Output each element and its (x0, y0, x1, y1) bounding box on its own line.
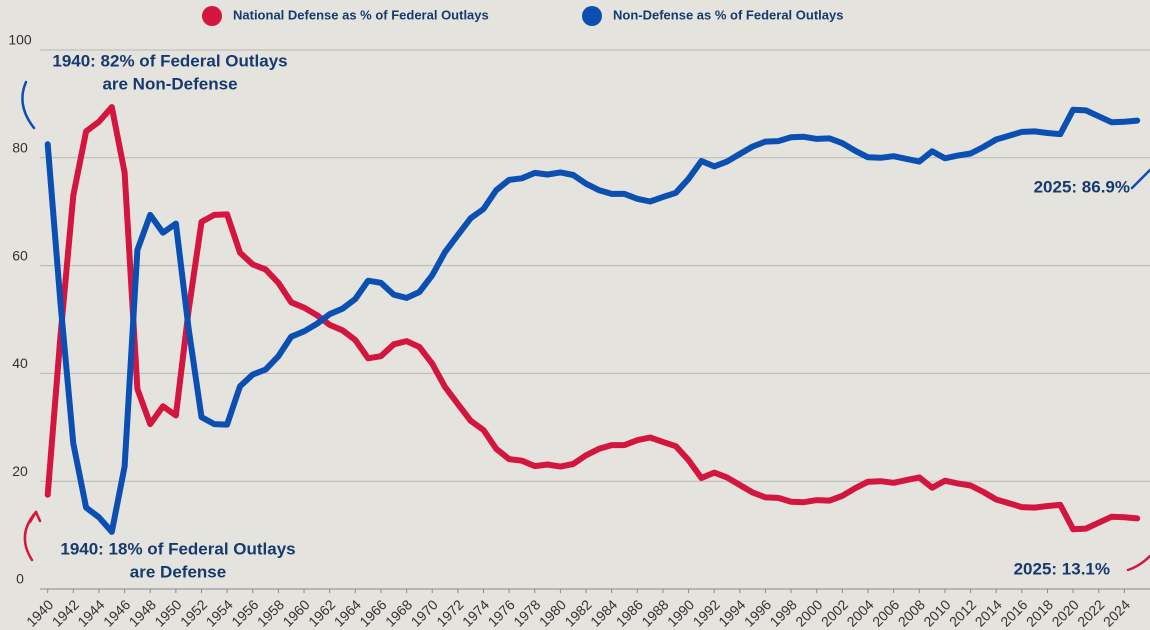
x-tick-label: 1984 (587, 596, 620, 629)
x-tick-label: 1986 (613, 596, 646, 629)
x-tick-label: 1960 (279, 596, 312, 629)
annotation-arrows (21, 80, 1150, 572)
x-tick-label: 1964 (331, 596, 364, 629)
annotation: 1940: 18% of Federal Outlays (60, 539, 295, 558)
x-tick-label: 2004 (843, 596, 876, 629)
x-tick-label: 1972 (433, 596, 466, 629)
series-line (44, 106, 1141, 535)
y-tick-label: 20 (12, 463, 28, 479)
x-tick-label: 1962 (305, 596, 338, 629)
x-tick-label: 2018 (1023, 596, 1056, 629)
x-tick-label: 1968 (382, 596, 415, 629)
x-tick-label: 1976 (485, 596, 518, 629)
annotation: 1940: 82% of Federal Outlays (52, 51, 287, 70)
x-tick-label: 1940 (23, 596, 56, 629)
legend-label: Non-Defense as % of Federal Outlays (613, 7, 843, 22)
x-tick-label: 1982 (561, 596, 594, 629)
series-line (44, 104, 1141, 533)
x-tick-label: 1946 (100, 596, 133, 629)
y-tick-label: 60 (12, 247, 28, 263)
y-tick-label: 100 (8, 32, 32, 48)
x-tick-label: 2010 (920, 596, 953, 629)
x-tick-label: 1980 (536, 596, 569, 629)
y-tick-label: 0 (16, 571, 24, 587)
annotation: 2025: 13.1% (1014, 559, 1110, 578)
x-tick-label: 1950 (151, 596, 184, 629)
x-tick-label: 1994 (715, 596, 748, 629)
x-tick-label: 1956 (228, 596, 261, 629)
x-tick-label: 1996 (741, 596, 774, 629)
annotation: are Defense (130, 562, 226, 581)
x-tick-label: 1992 (690, 596, 723, 629)
x-tick-label: 2022 (1074, 596, 1107, 629)
x-tick-label: 2006 (869, 596, 902, 629)
x-tick-label: 2020 (1048, 596, 1081, 629)
x-tick-label: 1988 (638, 596, 671, 629)
x-tick-label: 1954 (203, 596, 236, 629)
x-tick-label: 1974 (459, 596, 492, 629)
x-tick-label: 2000 (792, 596, 825, 629)
x-tick-label: 1990 (664, 596, 697, 629)
x-tick-label: 1958 (254, 596, 287, 629)
x-tick-label: 2024 (1100, 596, 1133, 629)
x-tick-label: 1952 (177, 596, 210, 629)
legend-label: National Defense as % of Federal Outlays (233, 7, 489, 22)
legend-swatch (582, 6, 602, 26)
x-tick-label: 1948 (126, 596, 159, 629)
x-tick-label: 2002 (818, 596, 851, 629)
arrow (1126, 554, 1150, 572)
x-tick-label: 1942 (49, 596, 82, 629)
legend-swatch (202, 6, 222, 26)
x-tick-label: 2014 (972, 596, 1005, 629)
y-tick-label: 80 (12, 140, 28, 156)
x-tick-label: 2016 (997, 596, 1030, 629)
arrow (21, 80, 36, 130)
x-tick-label: 1944 (74, 596, 107, 629)
x-tick-label: 2012 (946, 596, 979, 629)
x-tick-label: 1978 (510, 596, 543, 629)
annotation: are Non-Defense (102, 74, 237, 93)
x-tick-label: 1998 (767, 596, 800, 629)
x-tick-label: 2008 (895, 596, 928, 629)
x-tick-label: 1966 (356, 596, 389, 629)
x-tick-label: 1970 (408, 596, 441, 629)
annotation: 2025: 86.9% (1034, 177, 1130, 196)
arrow (23, 510, 38, 562)
arrow (1130, 168, 1150, 190)
y-tick-label: 40 (12, 355, 28, 371)
